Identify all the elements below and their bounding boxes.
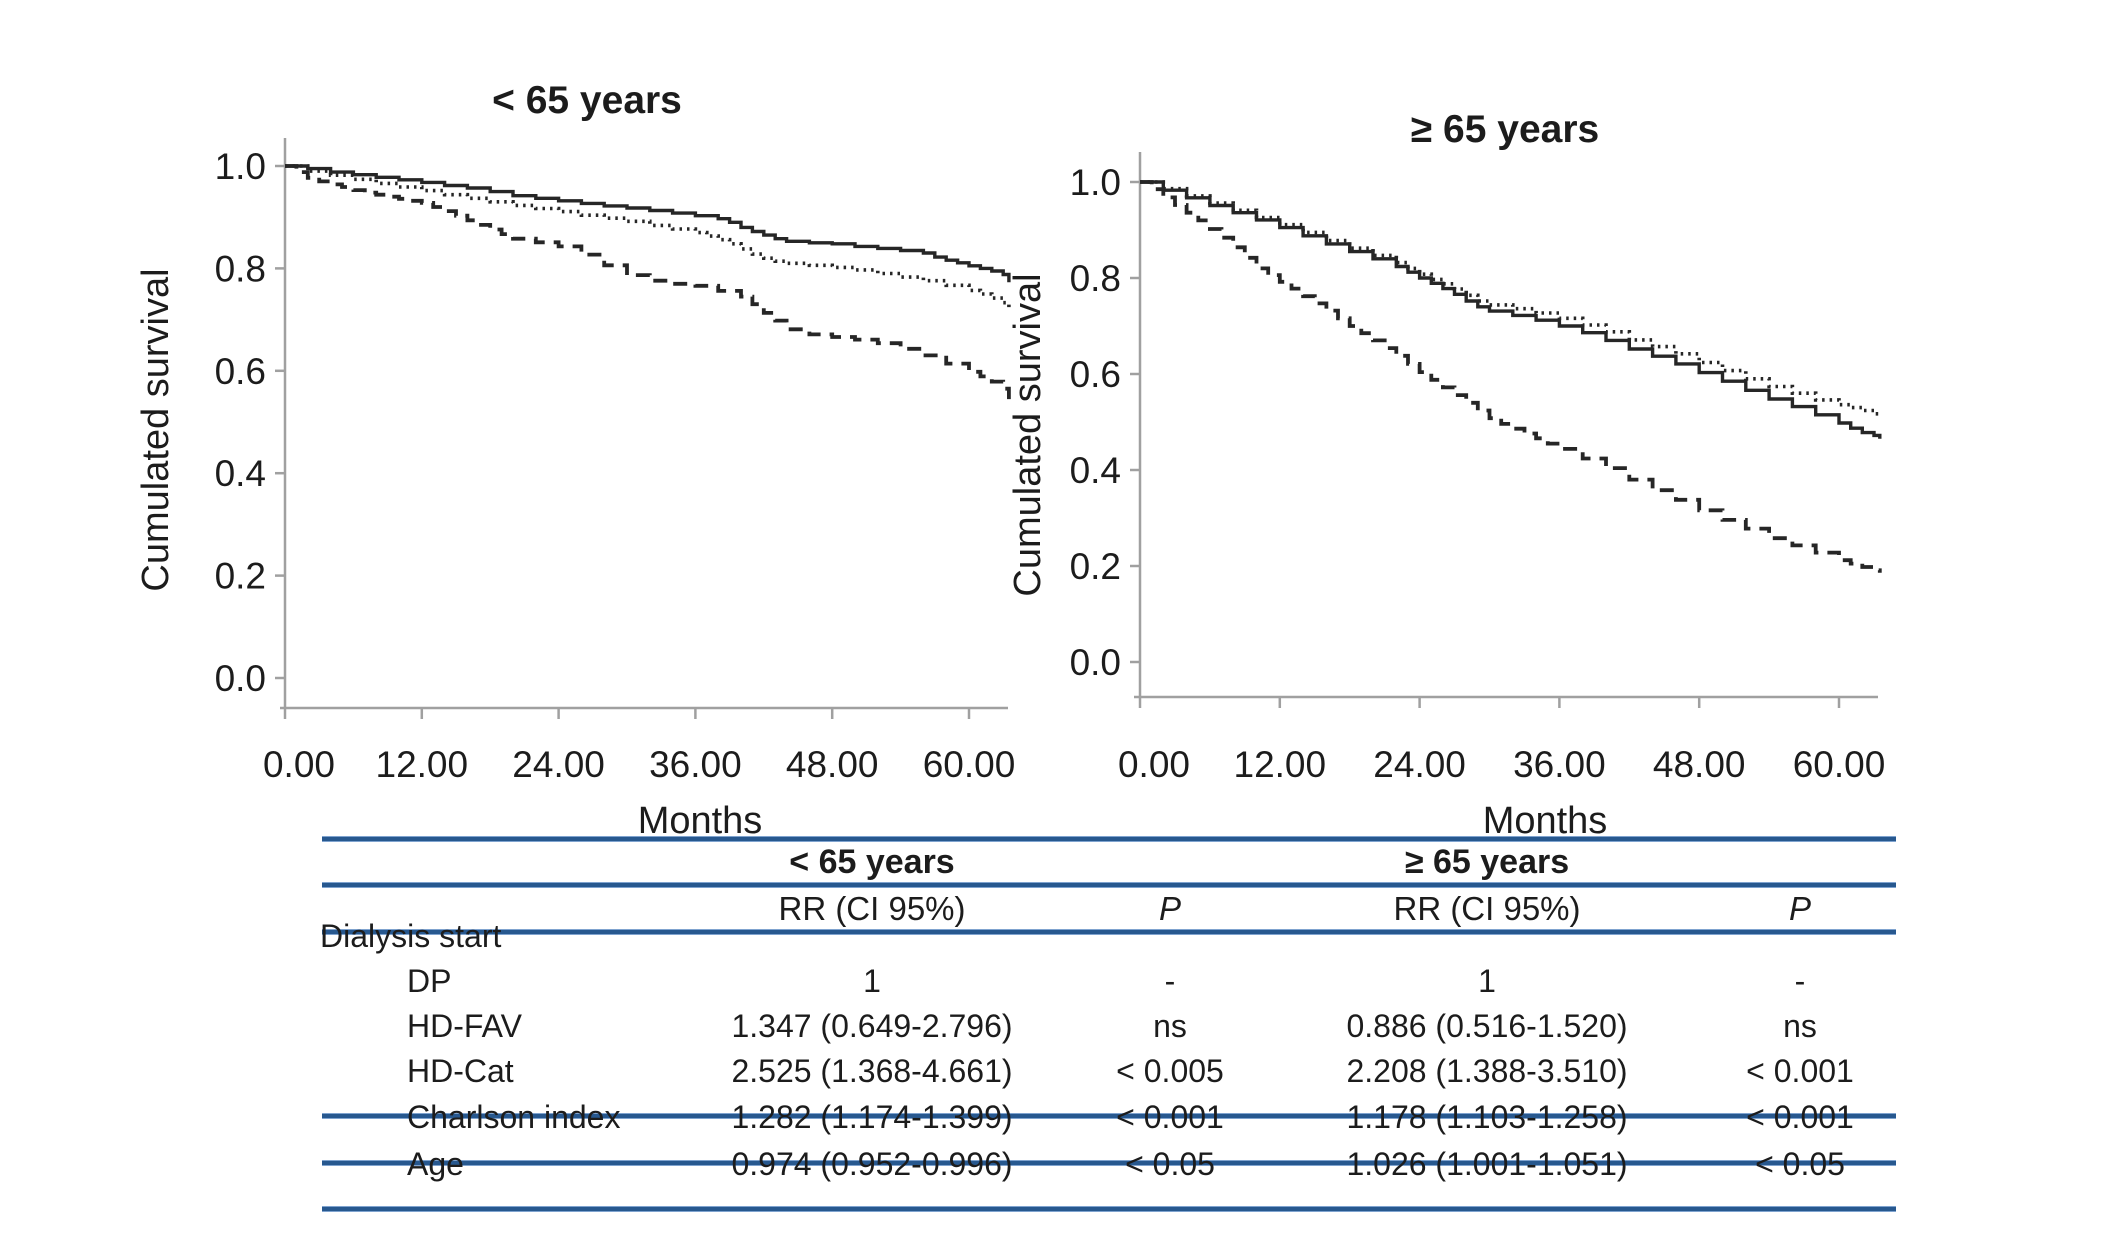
x-tick-label: 60.00 xyxy=(923,744,1016,785)
table-row: Dialysis start xyxy=(0,914,2112,958)
y-tick-label: 0.8 xyxy=(215,248,266,289)
y-tick-label: 0.6 xyxy=(1070,354,1121,395)
value-cell: 1 xyxy=(863,963,881,999)
x-axis-label: Months xyxy=(1483,800,1608,842)
table-row: HD-FAV 1.347 (0.649-2.796) ns 0.886 (0.516-… xyxy=(0,1004,2112,1048)
value-cell: 2.525 (1.368-4.661) xyxy=(731,1053,1013,1089)
table-rule xyxy=(322,883,1896,887)
value-cell: 1.026 (1.001-1.051) xyxy=(1346,1146,1628,1182)
x-tick-label: 0.00 xyxy=(263,744,335,785)
value-cell: 2.208 (1.388-3.510) xyxy=(1346,1053,1628,1089)
x-axis-label: Months xyxy=(638,800,763,842)
value-cell: 0.886 (0.516-1.520) xyxy=(1346,1008,1628,1044)
y-tick-label: 1.0 xyxy=(1070,162,1121,203)
value-cell: 1.347 (0.649-2.796) xyxy=(731,1008,1013,1044)
table-rule xyxy=(322,1161,1896,1165)
x-tick-label: 36.00 xyxy=(649,744,742,785)
y-tick-label: 0.4 xyxy=(1070,450,1121,491)
group-header-under-65: < 65 years xyxy=(789,843,955,881)
value-cell: - xyxy=(1164,963,1176,999)
value-cell: < 0.001 xyxy=(1746,1099,1854,1135)
row-label: Dialysis start xyxy=(320,918,502,954)
col-header-p-over65: P xyxy=(1788,890,1811,927)
table-row: Age 0.974 (0.952-0.996) < 0.05 1.026 (1.001… xyxy=(0,1142,2112,1186)
y-axis-label: Cumulated survival xyxy=(1007,273,1049,596)
col-header-rr-under65: RR (CI 95%) xyxy=(778,890,966,927)
col-header-p-under65: P xyxy=(1158,890,1181,927)
table-rule-bottom xyxy=(322,1207,1896,1211)
row-label: Age xyxy=(407,1146,464,1182)
value-cell: 1.282 (1.174-1.399) xyxy=(731,1099,1013,1135)
group-header-over-65: ≥ 65 years xyxy=(1404,843,1570,881)
series-dashed-line xyxy=(285,164,1011,401)
y-tick-label: 0.2 xyxy=(1070,546,1121,587)
x-tick-label: 48.00 xyxy=(786,744,879,785)
value-cell: < 0.05 xyxy=(1755,1146,1845,1182)
value-cell: 1 xyxy=(1478,963,1496,999)
y-tick-label: 0.8 xyxy=(1070,258,1121,299)
x-tick-label: 24.00 xyxy=(512,744,605,785)
table-rule xyxy=(322,930,1896,934)
chart-title: < 65 years xyxy=(492,79,682,122)
table-column-header-row: RR (CI 95%) P RR (CI 95%) P xyxy=(0,887,2112,931)
value-cell: < 0.05 xyxy=(1125,1146,1215,1182)
table-row: DP 1 - 1 - xyxy=(0,959,2112,1003)
y-tick-label: 0.0 xyxy=(215,658,266,699)
value-cell: < 0.001 xyxy=(1116,1099,1224,1135)
table-rule xyxy=(322,1114,1896,1118)
table-row: Charlson index 1.282 (1.174-1.399) < 0.001… xyxy=(0,1095,2112,1139)
value-cell: < 0.001 xyxy=(1746,1053,1854,1089)
value-cell: < 0.005 xyxy=(1116,1053,1224,1089)
x-tick-label: 48.00 xyxy=(1653,744,1746,785)
y-tick-label: 0.6 xyxy=(215,351,266,392)
y-tick-label: 0.2 xyxy=(215,556,266,597)
y-axis-label: Cumulated survival xyxy=(135,268,177,591)
col-header-rr-over65: RR (CI 95%) xyxy=(1393,890,1581,927)
row-label: Charlson index xyxy=(407,1099,621,1135)
value-cell: - xyxy=(1794,963,1806,999)
x-tick-label: 12.00 xyxy=(1234,744,1327,785)
row-label: DP xyxy=(407,963,452,999)
x-tick-label: 60.00 xyxy=(1793,744,1886,785)
series-solid-line xyxy=(285,164,1011,283)
series-solid-line xyxy=(1140,180,1882,439)
table-row: HD-Cat 2.525 (1.368-4.661) < 0.005 2.208 (1… xyxy=(0,1049,2112,1093)
row-label: HD-Cat xyxy=(407,1053,514,1089)
x-tick-label: 0.00 xyxy=(1118,744,1190,785)
chart-title: ≥ 65 years xyxy=(1411,108,1599,151)
x-tick-label: 12.00 xyxy=(376,744,469,785)
series-dashed-line xyxy=(1140,180,1882,573)
x-tick-label: 36.00 xyxy=(1513,744,1606,785)
y-tick-label: 0.0 xyxy=(1070,642,1121,683)
y-tick-label: 0.4 xyxy=(215,453,266,494)
value-cell: ns xyxy=(1783,1008,1817,1044)
row-label: HD-FAV xyxy=(407,1008,522,1044)
kaplan-meier-charts: 1.0 0.8 0.6 0.4 0.2 0.0 0.00 12.00 24.00 36.00 48.… xyxy=(135,79,1886,842)
value-cell: 0.974 (0.952-0.996) xyxy=(731,1146,1013,1182)
y-tick-label: 1.0 xyxy=(215,146,266,187)
table-group-header-row: < 65 years ≥ 65 years xyxy=(0,840,2112,884)
x-tick-label: 24.00 xyxy=(1373,744,1466,785)
series-dotted-line xyxy=(285,164,1011,308)
value-cell: 1.178 (1.103-1.258) xyxy=(1346,1099,1628,1135)
table-rule-top xyxy=(322,837,1896,841)
value-cell: ns xyxy=(1153,1008,1187,1044)
